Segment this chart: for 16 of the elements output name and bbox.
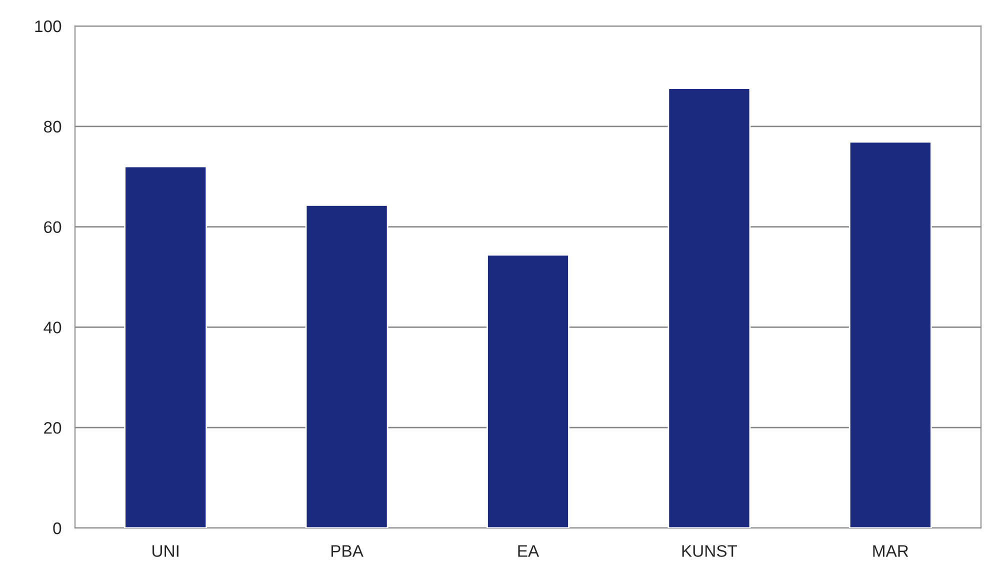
x-tick-label: PBA	[331, 545, 364, 557]
bar	[668, 88, 751, 528]
y-tick-label: 0	[53, 522, 62, 534]
y-tick-label: 40	[44, 322, 62, 334]
y-tick-label: 80	[44, 120, 62, 133]
bar	[124, 166, 208, 528]
y-tick-label: 60	[44, 221, 62, 234]
y-tick-label: 20	[44, 422, 62, 434]
y-tick-label: 100	[35, 20, 62, 32]
x-tick-label: UNI	[152, 545, 178, 557]
bar	[486, 254, 570, 528]
bar	[848, 141, 932, 528]
x-tick-label: EA	[518, 545, 540, 557]
x-tick-label: MAR	[873, 545, 908, 557]
x-tick-label: KUNST	[682, 545, 738, 557]
bar	[305, 204, 388, 528]
